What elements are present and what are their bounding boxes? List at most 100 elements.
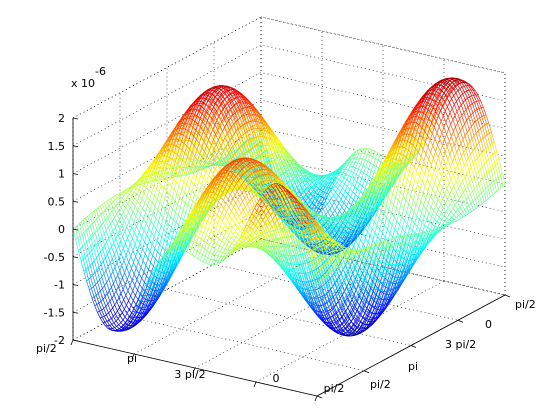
- surface-mesh-segment: [296, 165, 301, 171]
- surface-mesh-segment: [331, 198, 335, 203]
- surface-mesh-segment: [382, 233, 386, 238]
- surface-mesh-segment: [305, 188, 310, 196]
- surface-mesh-segment: [402, 127, 406, 135]
- surface-mesh-segment: [383, 213, 387, 218]
- surface-mesh-segment: [413, 167, 418, 173]
- surface-mesh-segment: [470, 85, 474, 91]
- surface-mesh-segment: [323, 193, 328, 199]
- surface-mesh-segment: [457, 134, 462, 144]
- surface-mesh-segment: [376, 187, 381, 196]
- surface-mesh-segment: [406, 212, 410, 217]
- surface-mesh-segment: [446, 97, 450, 103]
- surface-mesh-segment: [484, 176, 489, 187]
- surface-mesh-segment: [468, 129, 473, 139]
- surface-mesh-segment: [304, 182, 308, 186]
- surface-mesh-segment: [428, 128, 433, 135]
- surface-mesh-segment: [389, 176, 393, 184]
- surface-mesh-segment: [406, 133, 410, 135]
- surface-mesh-segment: [461, 82, 465, 87]
- surface-mesh-segment: [465, 85, 470, 91]
- surface-mesh-segment: [394, 228, 398, 234]
- surface-mesh-segment: [446, 188, 451, 195]
- surface-mesh-segment: [401, 172, 405, 177]
- surface-mesh-segment: [346, 179, 350, 183]
- surface-mesh-segment: [434, 194, 439, 200]
- surface-mesh-segment: [443, 170, 447, 178]
- surface-mesh-segment: [317, 197, 321, 204]
- surface-mesh-segment: [424, 130, 428, 136]
- surface-mesh-segment: [478, 108, 483, 117]
- surface-mesh-segment: [455, 181, 459, 189]
- surface-mesh-segment: [416, 118, 421, 127]
- surface-mesh-segment: [461, 168, 466, 178]
- surface-mesh-segment: [442, 157, 447, 166]
- surface-mesh-segment: [459, 88, 463, 94]
- surface-mesh-segment: [437, 199, 442, 205]
- surface-mesh-segment: [420, 200, 424, 206]
- surface-mesh-segment: [363, 165, 367, 168]
- surface-mesh-segment: [414, 179, 418, 185]
- surface-mesh-segment: [436, 214, 440, 218]
- surface-mesh-segment: [450, 84, 454, 89]
- surface-mesh-segment: [471, 126, 475, 136]
- surface-mesh-segment: [333, 195, 337, 200]
- surface-mesh-segment: [399, 180, 403, 185]
- surface-mesh-segment: [341, 238, 345, 241]
- surface-mesh-segment: [425, 198, 429, 203]
- surface-mesh-segment: [418, 124, 423, 128]
- surface-mesh-segment: [254, 150, 258, 154]
- surface-mesh-segment: [318, 183, 322, 188]
- surface-mesh-segment: [491, 182, 495, 194]
- surface-mesh: [72, 77, 506, 337]
- surface-mesh-segment: [385, 180, 389, 189]
- surface-mesh-segment: [364, 153, 368, 155]
- surface-mesh-segment: [459, 118, 463, 128]
- surface-mesh-segment: [378, 207, 382, 211]
- surface-mesh-segment: [444, 193, 448, 200]
- surface-mesh-segment: [427, 93, 432, 100]
- surface-mesh-segment: [446, 80, 451, 84]
- surface-mesh-segment: [432, 145, 436, 152]
- surface-mesh-segment: [430, 206, 435, 212]
- surface-mesh-segment: [343, 172, 347, 175]
- surface-mesh-segment: [427, 227, 431, 230]
- surface-mesh-segment: [388, 209, 392, 214]
- surface-mesh-segment: [399, 224, 403, 229]
- surface-mesh-segment: [367, 160, 371, 164]
- surface-mesh-segment: [474, 148, 478, 159]
- surface-mesh-segment: [386, 167, 390, 177]
- surface-mesh-segment: [453, 131, 457, 140]
- surface-mesh-segment: [472, 151, 476, 162]
- surface-mesh-segment: [469, 193, 474, 202]
- surface-mesh-segment: [394, 149, 398, 159]
- surface-mesh-segment: [405, 199, 409, 205]
- surface-mesh-segment: [411, 219, 415, 224]
- surface-mesh-segment: [393, 156, 397, 165]
- surface-mesh-segment: [435, 121, 440, 127]
- surface-mesh-segment: [313, 206, 317, 212]
- surface-mesh-segment: [402, 228, 406, 233]
- surface-mesh-segment: [360, 163, 364, 166]
- surface-mesh-segment: [457, 164, 461, 174]
- surface-mesh-segment: [461, 115, 465, 124]
- surface-mesh-segment: [411, 150, 416, 157]
- surface-mesh-segment: [463, 86, 468, 92]
- surface-mesh-segment: [350, 170, 354, 173]
- surface-mesh-segment: [328, 193, 332, 199]
- surface-mesh-segment: [486, 161, 490, 172]
- surface-mesh-segment: [425, 115, 430, 119]
- surface-mesh-segment: [439, 222, 443, 225]
- surface-mesh-segment: [440, 99, 444, 106]
- surface-mesh-segment: [406, 223, 411, 228]
- surface-mesh-segment: [449, 219, 453, 222]
- surface-mesh-segment: [440, 163, 444, 171]
- surface-mesh-segment: [398, 200, 402, 205]
- surface-mesh-segment: [423, 205, 427, 210]
- surface-mesh-segment: [422, 137, 426, 143]
- surface-mesh-segment: [403, 155, 407, 163]
- surface-mesh-segment: [453, 95, 457, 102]
- surface-mesh-segment: [401, 216, 405, 221]
- surface-mesh-segment: [248, 139, 252, 150]
- surface-mesh-segment: [424, 186, 429, 192]
